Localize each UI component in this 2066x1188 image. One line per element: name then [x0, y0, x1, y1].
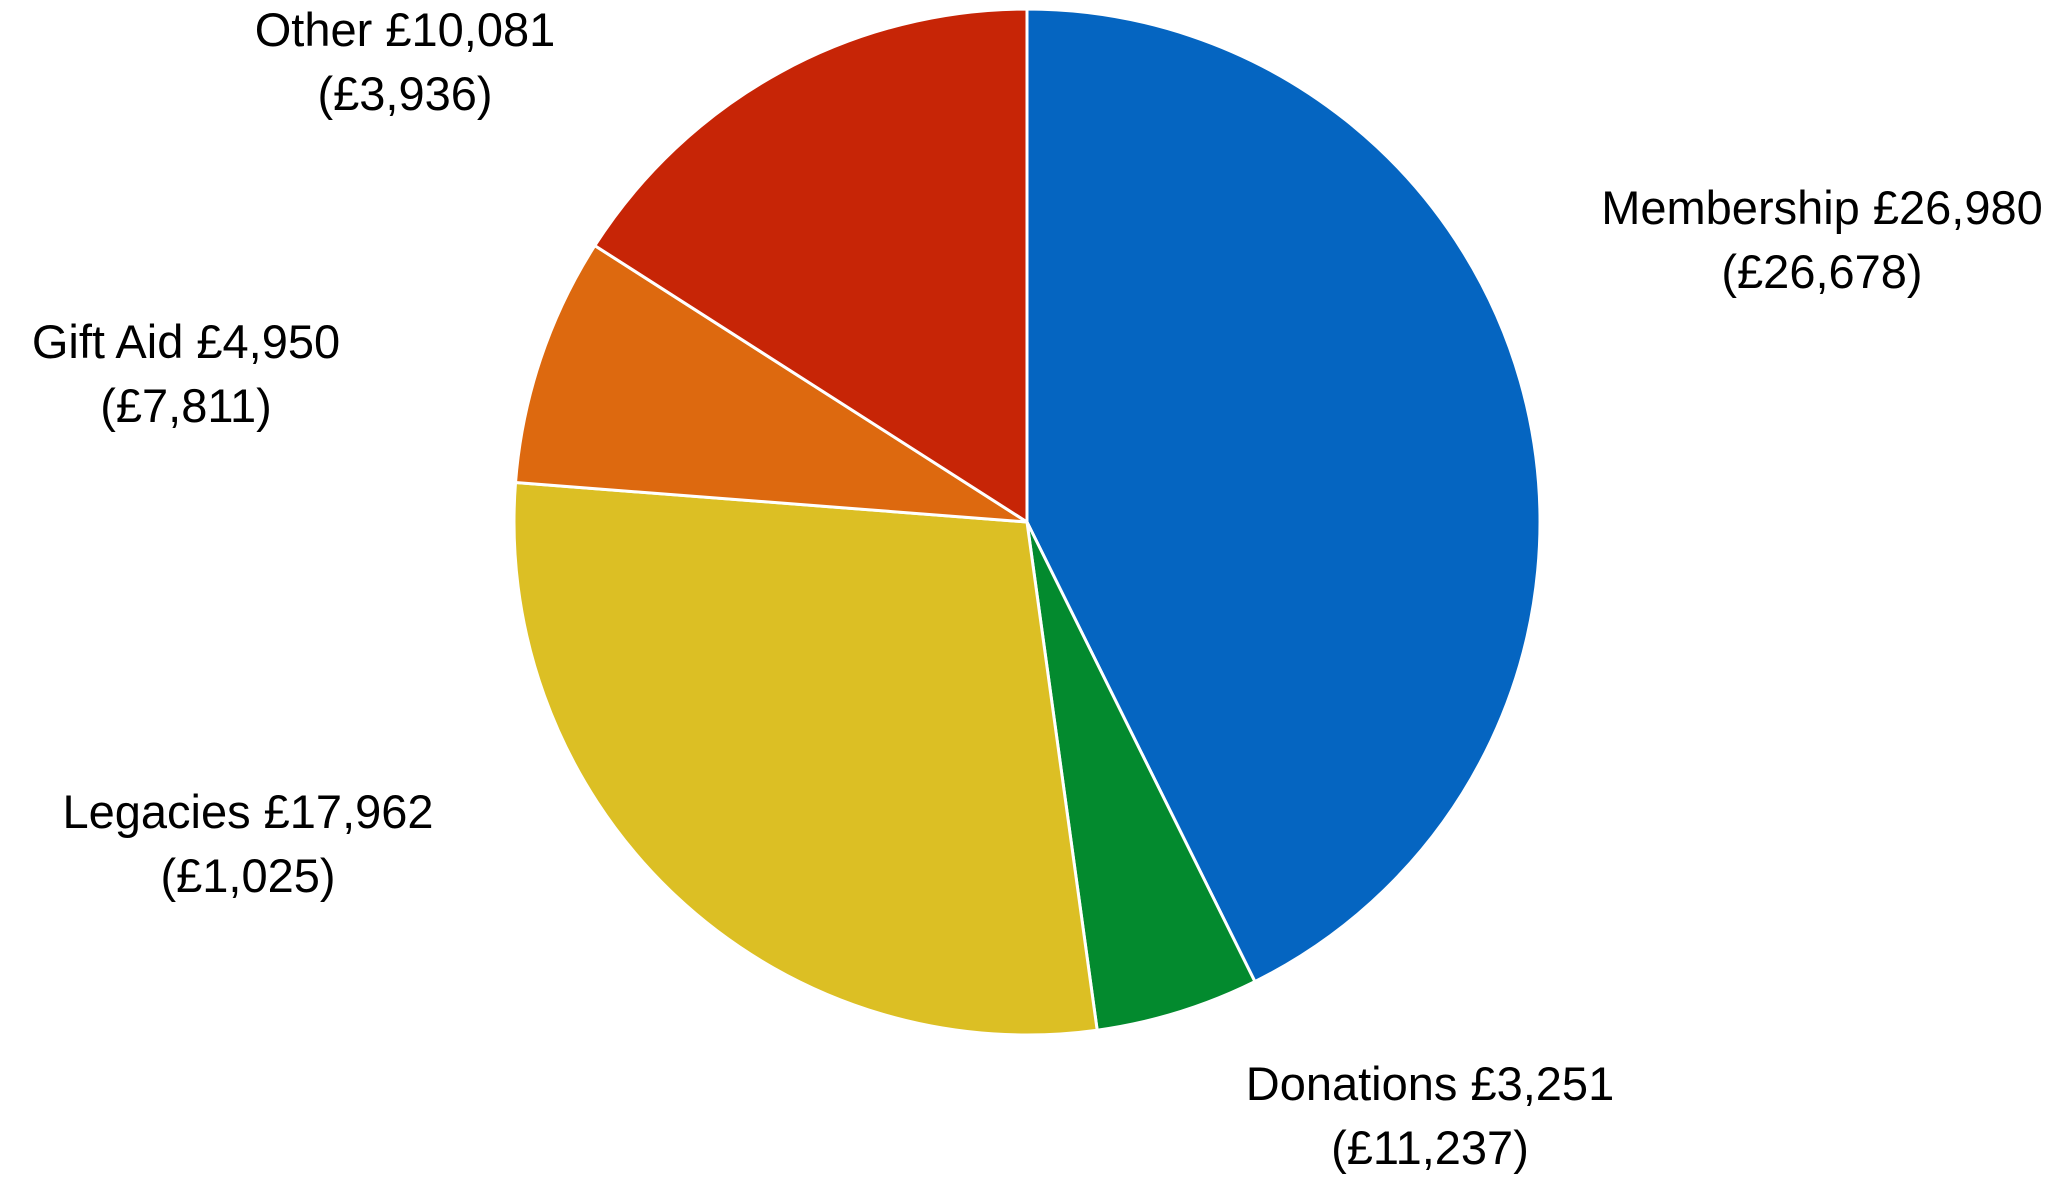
- pie-labels: Membership £26,980 (£26,678) Donations £3,…: [32, 3, 2043, 1174]
- data-label-gift-aid: Gift Aid £4,950 (£7,811): [32, 315, 340, 432]
- pie-slice-gift-aid: [514, 244, 1029, 524]
- data-label-membership-prior: (£26,678): [1721, 245, 1922, 298]
- pie-slice-legacies: [512, 481, 1099, 1037]
- data-label-other-value: Other £10,081: [255, 3, 556, 56]
- data-label-other-prior: (£3,936): [317, 67, 492, 120]
- pie-slice-membership: [1025, 7, 1542, 984]
- data-label-donations: Donations £3,251 (£11,237): [1246, 1057, 1614, 1174]
- pie-slice-donations: [1025, 520, 1257, 1032]
- data-label-membership-value: Membership £26,980: [1601, 181, 2043, 234]
- data-label-donations-value: Donations £3,251: [1246, 1057, 1614, 1110]
- data-label-legacies-value: Legacies £17,962: [62, 785, 433, 838]
- data-label-legacies: Legacies £17,962 (£1,025): [62, 785, 433, 902]
- pie-slice-other: [593, 7, 1029, 524]
- pie-slices: [512, 7, 1542, 1037]
- data-label-donations-prior: (£11,237): [1331, 1121, 1529, 1174]
- data-label-other: Other £10,081 (£3,936): [255, 3, 556, 120]
- data-label-gift-aid-value: Gift Aid £4,950: [32, 315, 340, 368]
- data-label-membership: Membership £26,980 (£26,678): [1601, 181, 2043, 298]
- data-label-legacies-prior: (£1,025): [160, 849, 335, 902]
- data-label-gift-aid-prior: (£7,811): [100, 379, 272, 432]
